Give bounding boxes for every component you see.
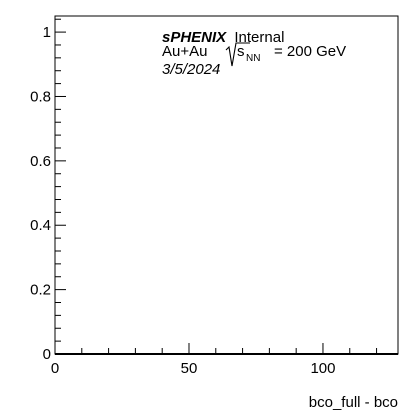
energy-subscript: NN xyxy=(246,53,260,64)
energy-value: = 200 GeV xyxy=(274,43,346,60)
y-tick-label: 0.8 xyxy=(30,88,51,105)
date-label: 3/5/2024 xyxy=(162,61,220,78)
energy-symbol: s xyxy=(237,43,245,60)
collision-system: Au+Au xyxy=(162,43,207,60)
svg-text:NN: NN xyxy=(246,53,260,64)
y-tick-label: 1 xyxy=(43,24,51,41)
plot-frame xyxy=(54,15,399,355)
svg-text:Au+Au: Au+Au xyxy=(162,43,207,60)
experiment-name: sPHENIX xyxy=(162,29,227,46)
sqrt-symbol xyxy=(225,42,250,67)
x-tick-label: 100 xyxy=(310,360,335,377)
y-axis-tick-labels: 0 0.2 0.4 0.6 0.8 1 xyxy=(30,24,51,363)
y-axis-ticks xyxy=(55,18,66,355)
sphenix-label: sPHENIX Internal Au+Au s NN = 200 GeV 3/… xyxy=(162,29,346,78)
x-tick-label: 0 xyxy=(51,360,59,377)
x-tick-label: 50 xyxy=(181,360,198,377)
x-axis-tick-labels: 0 50 100 xyxy=(51,360,336,377)
status-label: Internal xyxy=(234,29,284,46)
svg-text:3/5/2024: 3/5/2024 xyxy=(162,61,220,78)
svg-text:= 200 GeV: = 200 GeV xyxy=(274,43,346,60)
x-axis-label: bco_full - bco xyxy=(309,394,398,411)
x-axis-ticks xyxy=(54,343,378,354)
y-tick-label: 0.4 xyxy=(30,217,51,234)
y-tick-label: 0.6 xyxy=(30,153,51,170)
svg-text:s: s xyxy=(237,43,245,60)
y-tick-label: 0.2 xyxy=(30,282,51,299)
y-tick-label: 0 xyxy=(43,346,51,363)
svg-text:sPHENIX Internal: sPHENIX Internal xyxy=(162,29,284,46)
